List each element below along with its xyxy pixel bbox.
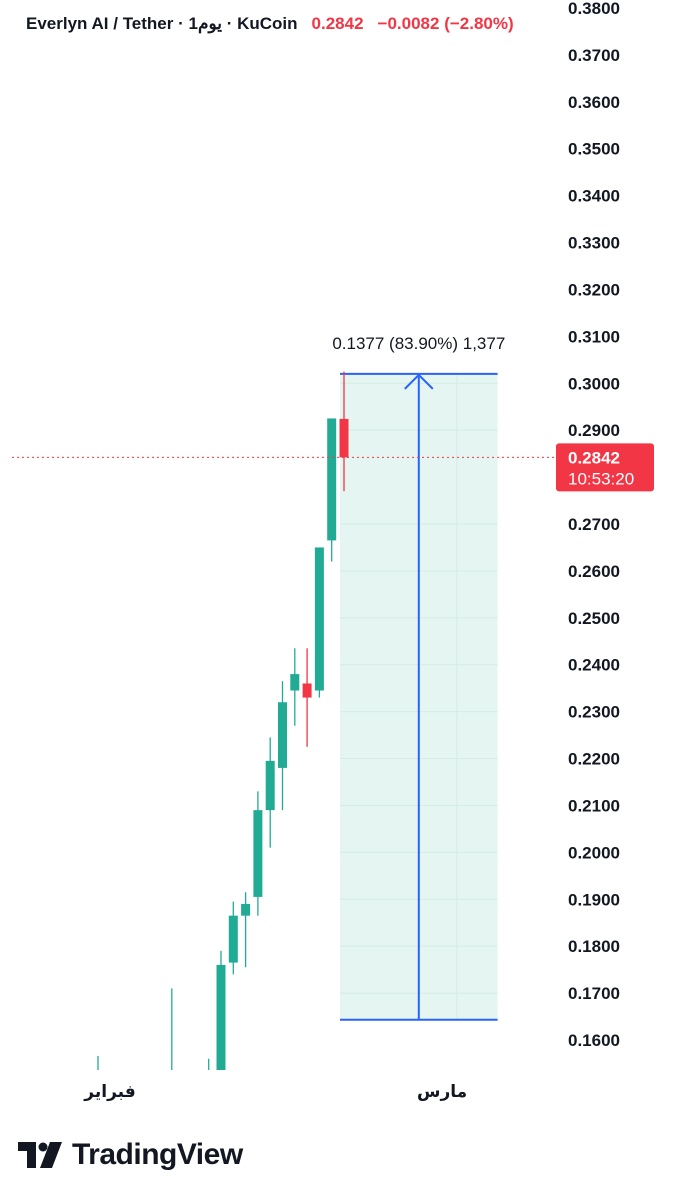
tradingview-logo[interactable]: TradingView [18,1138,243,1172]
measure-label: 0.1377 (83.90%) 1,377 [332,334,505,353]
candle-body [265,760,275,811]
y-tick-label: 0.2700 [568,515,620,534]
y-tick-label: 0.3400 [568,187,620,206]
y-tick-label: 0.3500 [568,140,620,159]
candle-body [327,418,337,541]
price-countdown: 10:53:20 [568,469,634,488]
tradingview-logo-icon [18,1142,62,1168]
price-chart[interactable]: 0.1377 (83.90%) 1,377 0.3800 0.3700 0.3600 0… [0,0,674,1120]
logo-wordmark: TradingView [72,1138,243,1171]
y-tick-label: 0.3200 [568,280,620,299]
current-price-badge [556,443,654,492]
candle-body [278,702,287,768]
y-tick-label: 0.2300 [568,703,620,722]
candle-body [253,810,263,897]
y-tick-label: 0.2400 [568,656,620,675]
y-tick-label: 0.3600 [568,93,620,112]
y-tick-label: 0.1900 [568,890,620,909]
symbol-title[interactable]: Everlyn AI / Tether · 1يوم · KuCoin [26,14,298,33]
current-price-label: 0.2842 [568,448,620,467]
candle-body [216,964,226,1070]
y-tick-label: 0.3700 [568,46,620,65]
y-tick-label: 0.2900 [568,421,620,440]
price-change: −0.0082 (−2.80%) [377,14,514,33]
candle-body [314,547,324,691]
y-tick-label: 0.3000 [568,374,620,393]
y-tick-label: 0.2200 [568,750,620,769]
measure-arrowhead [404,373,434,390]
y-tick-label: 0.2600 [568,562,620,581]
last-price: 0.2842 [311,14,364,33]
candle-body [302,683,312,698]
x-tick-label: مارس [417,1082,467,1102]
x-tick-label: فبراير [83,1082,135,1102]
y-tick-label: 0.1800 [568,937,620,956]
y-tick-label: 0.3800 [568,0,620,18]
y-tick-label: 0.3300 [568,234,620,253]
y-tick-label: 0.2100 [568,796,620,815]
candle-body [290,674,300,691]
y-tick-label: 0.2000 [568,843,620,862]
chart-header: Everlyn AI / Tether · 1يوم · KuCoin 0.28… [26,14,514,34]
y-tick-label: 0.1700 [568,984,620,1003]
candle-body [339,418,349,458]
y-tick-label: 0.2500 [568,609,620,628]
y-tick-label: 0.3100 [568,327,620,346]
candle-body [228,915,238,963]
y-tick-label: 0.1600 [568,1031,620,1050]
candle-body [241,903,251,916]
